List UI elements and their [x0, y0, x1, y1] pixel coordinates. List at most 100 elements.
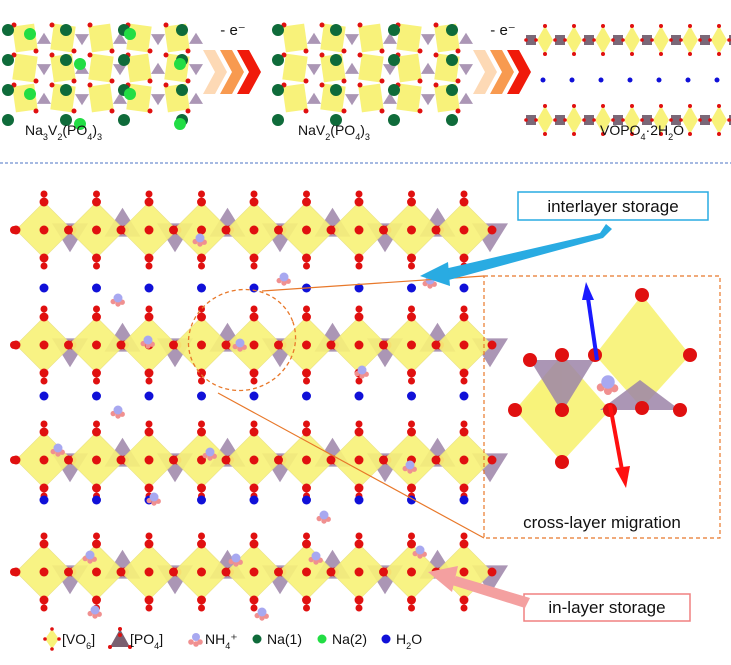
inset-migration-view: cross-layer migration [483, 275, 721, 539]
oxygen-atom [407, 595, 416, 605]
oxygen-atom [319, 52, 325, 58]
legend-item: H2O [381, 631, 422, 651]
oxygen-atom [433, 82, 439, 88]
oxygen-atom [669, 38, 673, 42]
oxygen-atom [50, 627, 54, 631]
text-part: Na(1) [267, 631, 302, 647]
oxygen-atom [460, 420, 468, 428]
oxygen-atom [64, 225, 73, 235]
text-part: 4 [355, 132, 360, 142]
legend-label: [VO6] [62, 631, 95, 651]
text-part: ·2H [646, 122, 669, 138]
oxygen-atom [302, 483, 311, 493]
oxygen-atom [147, 78, 153, 84]
oxygen-atom [197, 197, 206, 207]
text-part: ] [159, 631, 163, 647]
text-part: 2 [406, 641, 411, 651]
legend-label: Na(1) [267, 631, 302, 647]
oxygen-atom [688, 132, 692, 136]
oxygen-atom [250, 420, 258, 428]
oxygen-atom [417, 108, 423, 114]
oxygen-atom [354, 197, 364, 207]
oxygen-atom [302, 539, 311, 549]
oxygen-atom [145, 262, 153, 270]
vo6-octahedron [537, 26, 553, 54]
oxygen-atom [601, 52, 605, 56]
hydrogen-atom [115, 301, 121, 307]
oxygen-atom [379, 567, 388, 577]
vo6-octahedron [624, 26, 640, 54]
po4-tetrahedron [459, 64, 473, 76]
oxygen-atom [555, 348, 569, 362]
oxygen-atom [39, 312, 49, 322]
po4-tetrahedron [530, 360, 594, 412]
oxygen-atom [630, 24, 634, 28]
oxygen-atom [459, 567, 469, 577]
oxygen-atom [249, 197, 259, 207]
nitrogen-atom [192, 633, 200, 641]
oxygen-atom [487, 225, 497, 235]
nitrogen-atom [235, 338, 245, 348]
legend-item: Na(1) [252, 631, 302, 647]
oxygen-atom [563, 38, 567, 42]
oxygen-atom [163, 82, 169, 88]
text-part: 3 [365, 132, 370, 142]
oxygen-atom [144, 539, 154, 549]
oxygen-atom [433, 22, 439, 28]
oxygen-atom [407, 312, 416, 322]
po4-tetrahedron [113, 92, 127, 104]
text-part: 2 [325, 132, 330, 142]
ammonium-ion [596, 375, 619, 396]
oxygen-atom [92, 483, 101, 493]
na1-atom [388, 54, 400, 66]
na2-atom [24, 88, 36, 100]
oxygen-atom [650, 118, 654, 122]
migration-arrow-down [608, 404, 624, 471]
oxygen-atom [408, 420, 415, 428]
na1-atom-icon [252, 634, 262, 644]
water-molecule [197, 495, 206, 505]
ammonium-ion [110, 293, 125, 307]
chevron-icon [507, 50, 531, 94]
text-part: NaV [298, 122, 326, 138]
nitrogen-atom [85, 550, 95, 560]
nitrogen-atom [601, 375, 615, 389]
oxygen-atom [460, 532, 468, 540]
arrow-head-icon [420, 262, 450, 286]
oxygen-atom [355, 377, 363, 385]
oxygen-atom [250, 377, 258, 385]
water-molecule [39, 283, 49, 293]
vo6-octahedron [396, 23, 422, 53]
text-part: 4 [225, 641, 230, 651]
oxygen-atom [407, 225, 416, 235]
oxygen-atom [197, 340, 206, 350]
oxygen-atom [669, 118, 673, 122]
vo6-octahedron [537, 106, 553, 134]
oxygen-atom [197, 483, 206, 493]
legend-item: [VO6] [43, 627, 95, 651]
text-part: cross-layer migration [523, 513, 681, 532]
text-part: ) [360, 122, 365, 138]
oxygen-atom [572, 24, 576, 28]
oxygen-atom [92, 197, 101, 207]
oxygen-atom [379, 340, 388, 350]
oxidation-arrow: - e⁻ [473, 22, 531, 94]
oxygen-atom [87, 82, 93, 88]
oxygen-atom [169, 225, 178, 235]
na1-atom [60, 54, 72, 66]
oxygen-atom [249, 567, 259, 577]
oxygen-atom [39, 197, 49, 207]
oxygen-atom [303, 190, 310, 198]
oxygen-atom [249, 368, 259, 378]
oxygen-atom [354, 483, 364, 493]
oxygen-atom [407, 539, 416, 549]
oxygen-atom [71, 78, 77, 84]
arrow-head-icon [582, 282, 594, 300]
oxygen-atom [92, 539, 101, 549]
water-molecule [354, 283, 364, 293]
po4-tetrahedron [307, 32, 321, 44]
hydrogen-atom [407, 468, 413, 474]
oxygen-atom [555, 455, 569, 469]
text-part: in-layer storage [548, 598, 665, 617]
